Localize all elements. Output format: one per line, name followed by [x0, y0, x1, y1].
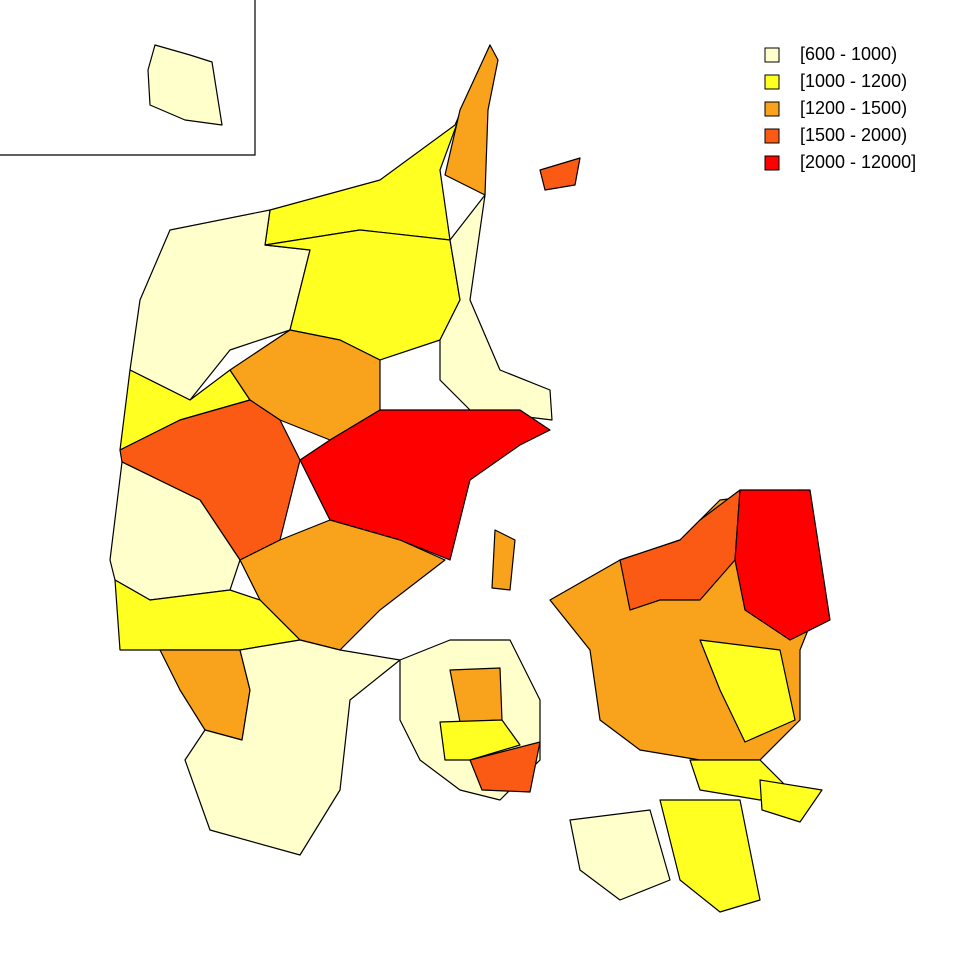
legend-label: [600 - 1000) — [800, 44, 897, 64]
legend: [600 - 1000) [1000 - 1200) [1200 - 1500) [1… — [764, 44, 916, 172]
legend-label: [1200 - 1500) — [800, 98, 907, 118]
region — [147, 44, 223, 126]
region — [759, 779, 823, 823]
region — [569, 809, 671, 901]
region — [734, 489, 831, 641]
legend-swatch — [764, 155, 780, 171]
region — [264, 229, 461, 361]
legend-label: [2000 - 12000] — [800, 152, 916, 172]
legend-swatch — [764, 74, 780, 90]
region — [659, 799, 761, 913]
region — [469, 741, 541, 793]
region — [491, 529, 516, 591]
legend-label: [1000 - 1200) — [800, 71, 907, 91]
region — [539, 157, 581, 191]
region — [699, 639, 796, 743]
region — [444, 44, 499, 196]
legend-swatch — [764, 128, 780, 144]
legend-swatch — [764, 47, 780, 63]
region — [159, 649, 251, 741]
legend-swatch — [764, 101, 780, 117]
region — [439, 194, 553, 421]
inset-frame — [0, 0, 256, 156]
regions — [109, 44, 831, 913]
region — [439, 719, 521, 761]
legend-label: [1500 - 2000) — [800, 125, 907, 145]
